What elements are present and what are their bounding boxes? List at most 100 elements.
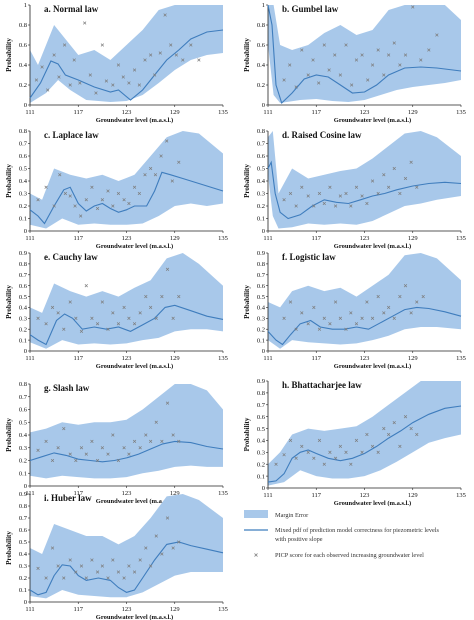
- picp-point: [106, 189, 110, 193]
- picp-point: [111, 311, 115, 315]
- y-tick-label: 0.2: [257, 82, 265, 89]
- picp-point: [328, 450, 332, 454]
- y-tick-label: 0.8: [257, 261, 265, 268]
- picp-point: [294, 327, 298, 331]
- picp-point: [174, 53, 179, 57]
- y-tick-label: 0.1: [19, 470, 27, 477]
- y-tick-label: 0.9: [19, 250, 27, 257]
- panel-title: f. Logistic law: [282, 252, 336, 262]
- picp-point: [74, 570, 78, 574]
- picp-point: [78, 81, 82, 85]
- picp-point: [79, 329, 84, 334]
- x-tick-label: 111: [263, 109, 272, 116]
- picp-point: [158, 51, 162, 55]
- chart-panel-4: 0 0.1 0.2 0.3 0.4 0.5 0.6 0.7 0.8 111 117 123 129 135…: [243, 128, 466, 250]
- margin-error-band: [268, 381, 461, 486]
- y-tick-label: 0.2: [257, 461, 265, 468]
- picp-point: [386, 305, 391, 310]
- y-tick-label: 1: [262, 2, 265, 9]
- picp-point: [181, 58, 185, 62]
- y-tick-label: 0.1: [19, 587, 27, 594]
- y-tick-label: 0: [262, 228, 265, 235]
- picp-point: [88, 73, 92, 77]
- picp-point: [56, 564, 60, 568]
- x-tick-label: 123: [122, 606, 132, 613]
- picp-point: [376, 48, 380, 52]
- x-tick-label: 117: [311, 109, 321, 116]
- picp-point: [50, 305, 55, 310]
- y-axis-label: Probability: [243, 38, 251, 72]
- y-axis-label: Probability: [5, 38, 13, 72]
- picp-point: [100, 198, 105, 202]
- x-tick-label: 123: [360, 492, 370, 499]
- picp-point: [58, 173, 62, 177]
- picp-point: [382, 426, 386, 431]
- picp-point: [36, 198, 40, 202]
- picp-point: [62, 576, 66, 580]
- panel-title: i. Huber law: [44, 493, 92, 503]
- x-tick-label: 129: [408, 109, 418, 116]
- y-tick-label: 0.4: [257, 62, 266, 69]
- y-tick-label: 0.1: [257, 337, 265, 344]
- x-axis-label: Groundwater level (m.a.s.l.): [334, 243, 411, 250]
- picp-point: [50, 458, 55, 463]
- picp-point: [68, 452, 72, 456]
- picp-point: [154, 316, 158, 320]
- picp-point: [382, 311, 386, 315]
- picp-point: [403, 53, 408, 57]
- picp-point: [288, 191, 293, 196]
- picp-point: [111, 558, 115, 562]
- x-tick-label: 111: [263, 492, 272, 499]
- y-tick-label: 0.7: [257, 272, 266, 279]
- picp-point: [68, 558, 72, 562]
- picp-point: [177, 294, 181, 299]
- picp-point: [36, 316, 40, 320]
- y-tick-label: 0: [24, 102, 27, 109]
- x-tick-label: 111: [25, 606, 34, 613]
- x-axis-label: Groundwater level (m.a.s.l.): [96, 498, 173, 505]
- margin-error-band: [30, 253, 223, 349]
- picp-point: [144, 433, 148, 437]
- picp-point: [312, 204, 316, 208]
- picp-point: [44, 439, 48, 444]
- picp-point: [127, 452, 131, 456]
- picp-point: [132, 439, 137, 444]
- picp-point: [84, 576, 88, 580]
- picp-point: [360, 194, 364, 198]
- picp-point: [34, 78, 39, 82]
- x-tick-label: 111: [25, 490, 34, 497]
- picp-point: [72, 58, 76, 62]
- picp-point: [344, 327, 348, 331]
- picp-point: [74, 458, 78, 463]
- y-tick-label: 0.3: [19, 445, 27, 452]
- y-tick-label: 0.9: [19, 491, 27, 498]
- y-tick-label: 0: [262, 348, 265, 355]
- x-tick-label: 135: [456, 355, 466, 362]
- picp-point: [148, 439, 153, 444]
- picp-point: [44, 576, 48, 580]
- picp-point: [127, 81, 131, 85]
- picp-point: [152, 73, 157, 77]
- picp-point: [386, 53, 391, 57]
- picp-point: [116, 63, 121, 67]
- picp-point: [68, 83, 72, 87]
- panel-title: b. Gumbel law: [282, 4, 339, 14]
- x-tick-label: 117: [73, 235, 83, 242]
- picp-point: [306, 322, 310, 326]
- picp-point: [40, 65, 44, 69]
- picp-point: [165, 401, 170, 405]
- picp-point: [349, 462, 353, 466]
- picp-point: [83, 21, 87, 25]
- y-tick-label: 0.2: [19, 203, 27, 210]
- picp-point: [122, 576, 126, 580]
- picp-point: [121, 75, 125, 79]
- panel-title: e. Cauchy law: [44, 252, 98, 262]
- picp-point: [148, 53, 153, 57]
- chart-panel-8: 0 0.1 0.2 0.3 0.4 0.5 0.6 0.7 0.8 0.9 111 117 123 129…: [243, 378, 466, 507]
- picp-point: [132, 185, 137, 189]
- y-tick-label: 0.6: [19, 527, 28, 534]
- x-tick-label: 129: [170, 606, 180, 613]
- picp-point: [415, 185, 419, 189]
- picp-point: [300, 444, 304, 449]
